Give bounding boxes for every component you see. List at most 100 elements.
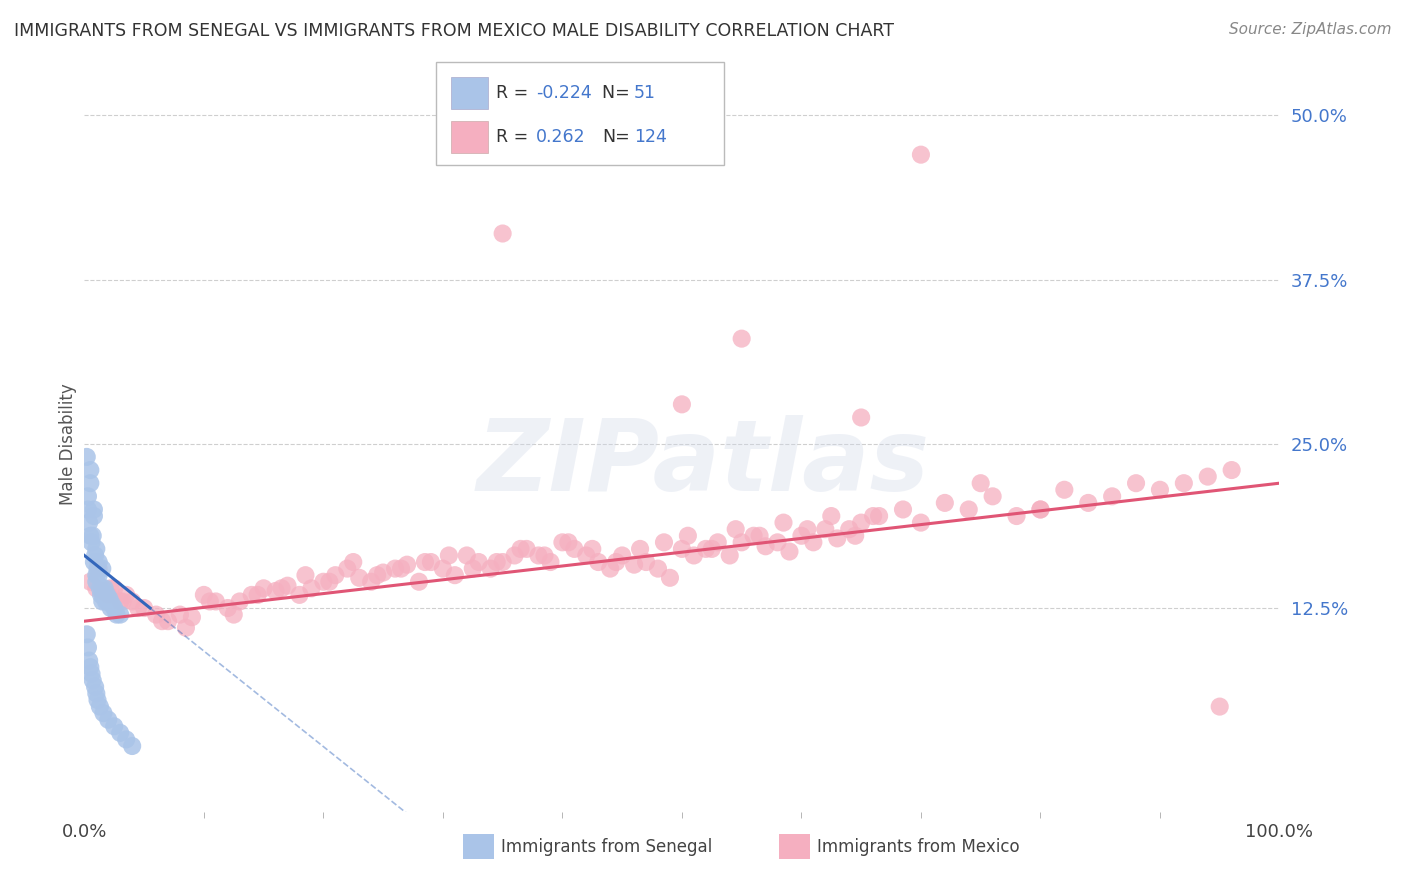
Point (957, 502, 980, 516)
Point (181, 610, 204, 624)
Point (174, 621, 197, 635)
Point (1005, 509, 1028, 524)
Point (779, 544, 801, 558)
Point (700, 541, 723, 556)
Point (851, 516, 873, 530)
Point (599, 561, 621, 575)
Point (80, 535, 103, 549)
Point (84, 680, 107, 694)
Point (93, 588, 115, 602)
Point (724, 522, 747, 536)
Point (145, 607, 167, 622)
Text: R =: R = (496, 128, 534, 146)
Point (77, 489, 100, 503)
Point (83, 502, 105, 516)
Point (695, 541, 717, 556)
Point (612, 549, 634, 563)
Point (91, 582, 114, 596)
Point (83, 509, 105, 524)
Point (229, 594, 252, 608)
Text: N=: N= (602, 84, 636, 102)
Point (1209, 699, 1232, 714)
Point (891, 502, 914, 516)
Point (84, 549, 107, 563)
Point (647, 561, 669, 575)
Point (277, 579, 299, 593)
Point (93, 706, 115, 721)
Point (86, 574, 108, 589)
Point (91, 583, 114, 598)
Point (89, 699, 111, 714)
Point (731, 332, 754, 346)
Point (707, 535, 730, 549)
Point (636, 555, 658, 569)
Point (94, 594, 117, 608)
Point (87, 568, 110, 582)
Point (77, 516, 100, 530)
Point (77, 640, 100, 655)
Text: 0.262: 0.262 (536, 128, 585, 146)
Point (1029, 502, 1052, 516)
Text: N=: N= (602, 128, 630, 146)
Point (1101, 489, 1123, 503)
Point (127, 601, 149, 615)
Point (1149, 483, 1171, 497)
Point (110, 594, 132, 608)
Point (98, 591, 121, 606)
Point (366, 568, 388, 582)
Point (97, 713, 120, 727)
Point (820, 509, 842, 524)
Point (150, 614, 173, 628)
Point (1220, 463, 1243, 477)
Point (76, 627, 98, 641)
Point (420, 555, 443, 569)
Point (301, 582, 323, 596)
Point (564, 541, 586, 556)
Point (89, 582, 111, 596)
Point (294, 568, 316, 582)
Point (588, 555, 610, 569)
Text: Immigrants from Senegal: Immigrants from Senegal (501, 838, 711, 855)
Point (86, 582, 108, 596)
Point (83, 555, 105, 569)
Text: ZIPatlas: ZIPatlas (477, 416, 929, 512)
Point (468, 555, 491, 569)
Point (96, 588, 118, 602)
Point (86, 541, 108, 556)
Point (246, 588, 269, 602)
Point (217, 601, 239, 615)
Point (77, 654, 100, 668)
Point (105, 607, 128, 622)
Point (803, 535, 825, 549)
Point (157, 614, 180, 628)
Point (103, 719, 125, 733)
Point (838, 522, 860, 536)
Point (432, 561, 454, 575)
Point (121, 739, 143, 753)
Point (437, 549, 460, 563)
Point (312, 574, 335, 589)
Point (844, 529, 866, 543)
Point (169, 607, 191, 622)
Point (91, 594, 114, 608)
Point (1077, 496, 1099, 510)
Point (910, 516, 932, 530)
Point (79, 476, 101, 491)
Point (485, 555, 508, 569)
Point (492, 555, 515, 569)
Point (456, 549, 478, 563)
Point (671, 541, 693, 556)
Point (253, 582, 276, 596)
Text: Immigrants from Mexico: Immigrants from Mexico (817, 838, 1019, 855)
Point (628, 541, 651, 556)
Point (533, 549, 555, 563)
Point (772, 516, 794, 530)
Point (659, 571, 682, 585)
Point (755, 539, 778, 553)
Point (492, 227, 515, 241)
Point (1053, 483, 1076, 497)
Point (1125, 476, 1147, 491)
Point (325, 568, 347, 582)
Point (718, 549, 741, 563)
Point (851, 410, 873, 425)
